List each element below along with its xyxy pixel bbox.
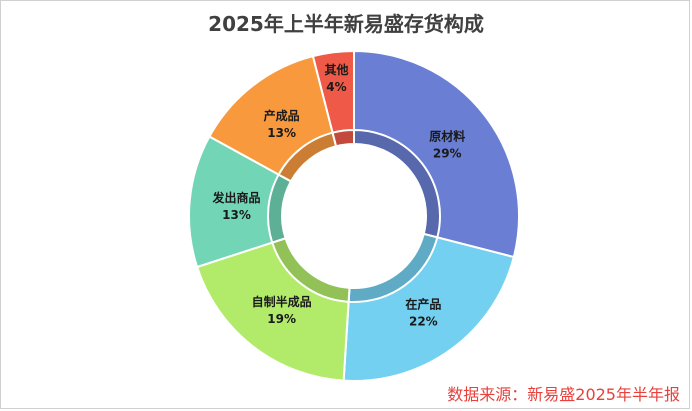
slice-3: 自制半成品 19% xyxy=(195,236,351,382)
slice-4-percent-label: 13% xyxy=(222,208,251,222)
slice-2: 在产品 22% xyxy=(342,232,516,382)
slice-5-percent-label: 13% xyxy=(267,126,296,140)
slice-3-percent-label: 19% xyxy=(267,312,296,326)
slice-6: 其他 4% xyxy=(311,49,355,148)
slice-5: 产成品 13% xyxy=(208,54,338,183)
slice-6-name-label: 其他 xyxy=(324,62,348,77)
slice-1: 原材料 29% xyxy=(353,49,520,259)
slice-4-name-label: 发出商品 xyxy=(212,190,261,205)
slice-1-percent-label: 29% xyxy=(433,147,462,161)
slice-4: 发出商品 13% xyxy=(188,135,293,269)
slice-5-name-label: 产成品 xyxy=(264,108,300,123)
slice-6-percent-label: 4% xyxy=(326,80,346,94)
slice-2-percent-label: 22% xyxy=(409,314,438,328)
slice-6-inner-ring xyxy=(331,128,355,148)
chart-title: 2025年上半年新易盛存货构成 xyxy=(208,12,484,36)
source-note: 数据来源：新易盛2025年半年报 xyxy=(447,385,680,404)
slice-3-name-label: 自制半成品 xyxy=(252,294,312,309)
slice-2-name-label: 在产品 xyxy=(405,296,441,311)
slice-1-name-label: 原材料 xyxy=(429,129,465,144)
